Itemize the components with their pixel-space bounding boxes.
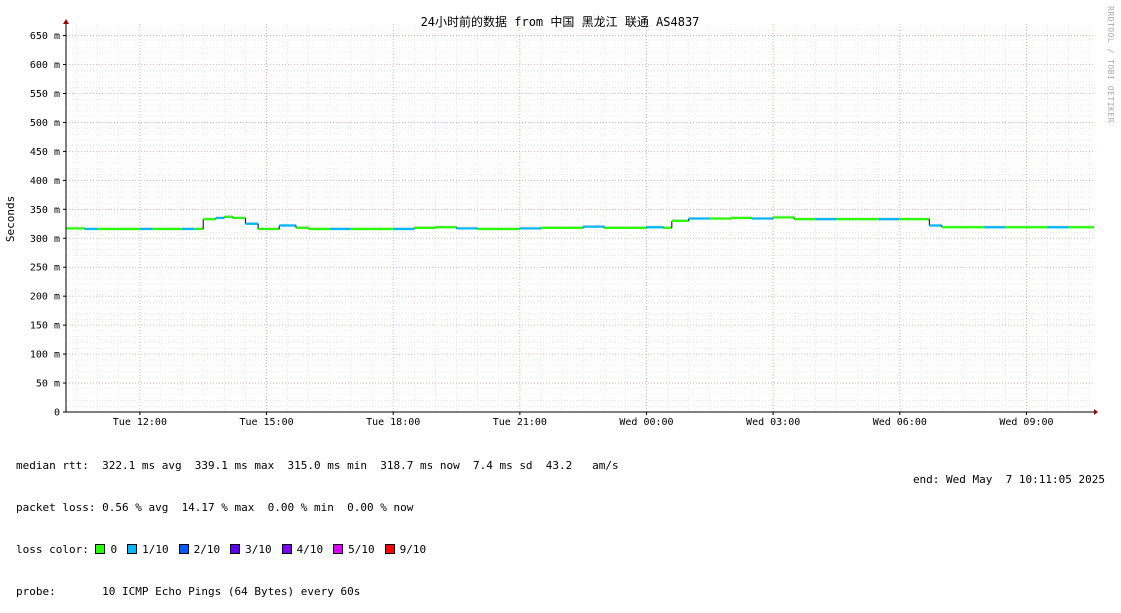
- x-tick-label: Wed 00:00: [619, 417, 673, 428]
- axes: [63, 19, 1098, 415]
- legend: median rtt: 322.1 ms avg 339.1 ms max 31…: [16, 431, 619, 613]
- loss-color-item: 0: [95, 543, 117, 556]
- y-tick-labels: 0 50 m 100 m 150 m 200 m 250 m 300 m 350 m 400 m…: [30, 31, 66, 419]
- y-tick-label: 100 m: [30, 350, 60, 361]
- loss-color-label: loss color:: [16, 543, 96, 556]
- loss-color-value: 2/10: [193, 543, 221, 556]
- loss-color-swatch: [333, 544, 344, 554]
- loss-color-swatches: 0 1/10 2/10 3/10 4/10 5/10 9/10: [95, 543, 436, 556]
- y-tick-label: 200 m: [30, 292, 60, 303]
- y-tick-label: 600 m: [30, 60, 60, 71]
- loss-color-value: 1/10: [142, 543, 169, 556]
- y-tick-label: 0: [54, 408, 60, 419]
- loss-color-item: 2/10: [178, 543, 221, 556]
- x-tick-label: Tue 12:00: [113, 417, 167, 428]
- loss-color-swatch: [230, 544, 241, 554]
- y-tick-label: 450 m: [30, 147, 60, 158]
- y-tick-label: 650 m: [30, 31, 60, 42]
- loss-color-item: 5/10: [333, 543, 375, 556]
- y-tick-label: 500 m: [30, 118, 60, 129]
- packet-loss-line: packet loss: 0.56 % avg 14.17 % max 0.00…: [16, 501, 414, 514]
- loss-color-swatch: [281, 544, 292, 554]
- y-axis-label: Seconds: [4, 196, 17, 242]
- loss-color-value: 9/10: [399, 543, 427, 556]
- x-tick-label: Wed 06:00: [873, 417, 927, 428]
- y-tick-label: 150 m: [30, 321, 60, 332]
- minor-grid: [66, 24, 1094, 412]
- loss-color-swatch: [127, 544, 138, 554]
- series-layer: [66, 215, 1094, 231]
- x-tick-label: Tue 18:00: [366, 417, 420, 428]
- loss-color-value: 5/10: [348, 543, 375, 556]
- median-rtt-line: median rtt: 322.1 ms avg 339.1 ms max 31…: [16, 459, 619, 472]
- loss-color-value: 4/10: [296, 543, 324, 556]
- major-grid: [66, 24, 1094, 412]
- x-tick-label: Tue 21:00: [493, 417, 547, 428]
- y-tick-label: 250 m: [30, 263, 60, 274]
- loss-color-item: 9/10: [384, 543, 427, 556]
- y-axis-arrow-icon: [63, 19, 69, 24]
- y-tick-label: 300 m: [30, 234, 60, 245]
- loss-color-value: 0: [110, 543, 118, 556]
- y-tick-label: 50 m: [36, 379, 60, 390]
- loss-color-item: 1/10: [127, 543, 169, 556]
- x-axis-arrow-icon: [1094, 409, 1098, 415]
- y-tick-label: 550 m: [30, 89, 60, 100]
- rrdtool-watermark: RRDTOOL / TOBI OETIKER: [1106, 6, 1115, 123]
- latency-chart: 0 50 m 100 m 150 m 200 m 250 m 300 m 350 m 400 m…: [4, 14, 1098, 428]
- loss-color-item: 3/10: [230, 543, 272, 556]
- loss-color-value: 3/10: [245, 543, 272, 556]
- loss-color-swatch: [384, 544, 395, 554]
- x-tick-label: Wed 09:00: [999, 417, 1053, 428]
- loss-color-line: loss color: 0 1/10 2/10 3/10 4/10 5/10 9/10: [16, 543, 619, 557]
- loss-color-item: 4/10: [281, 543, 324, 556]
- loss-color-swatch: [178, 544, 189, 554]
- x-tick-labels: Tue 12:00 Tue 15:00 Tue 18:00 Tue 21:00 Wed …: [113, 412, 1054, 428]
- x-tick-label: Wed 03:00: [746, 417, 800, 428]
- x-tick-label: Tue 15:00: [239, 417, 293, 428]
- y-tick-label: 400 m: [30, 176, 60, 187]
- end-time: end: Wed May 7 10:11:05 2025: [912, 473, 1105, 486]
- chart-title: 24小时前的数据 from 中国 黑龙江 联通 AS4837: [421, 14, 700, 29]
- probe-line: probe: 10 ICMP Echo Pings (64 Bytes) eve…: [16, 585, 361, 598]
- loss-color-swatch: [95, 544, 106, 554]
- y-tick-label: 350 m: [30, 205, 60, 216]
